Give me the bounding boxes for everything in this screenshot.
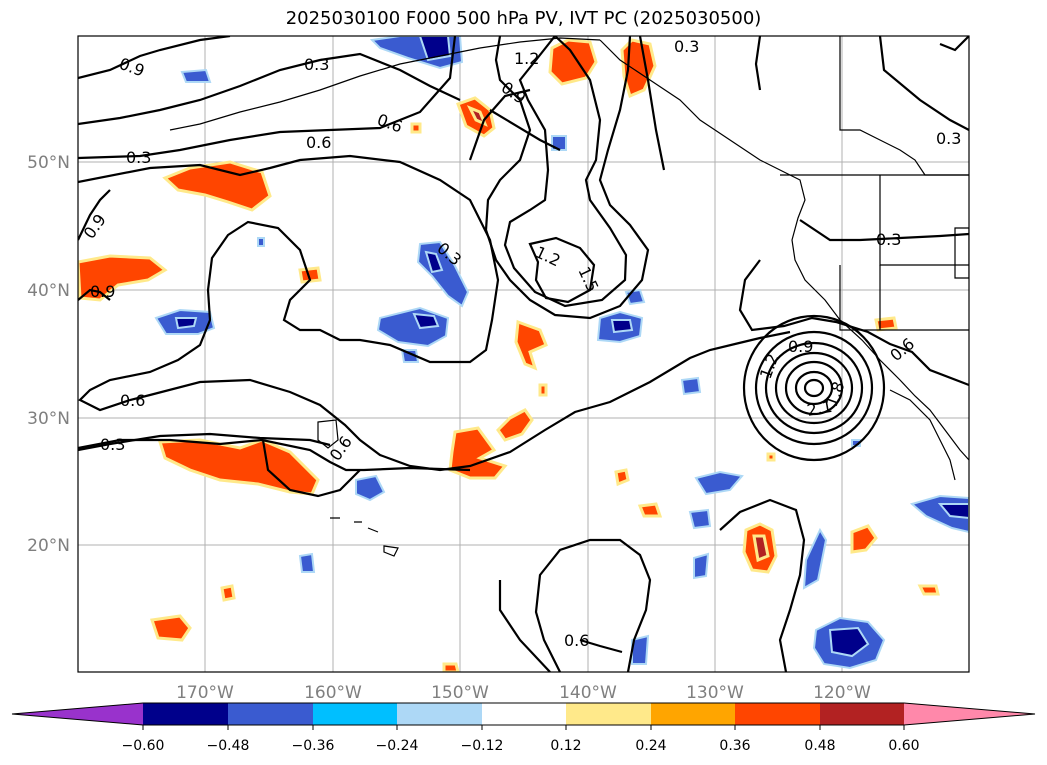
negative-pv-anomalies: [154, 36, 969, 670]
lon-label: 130°W: [686, 683, 744, 703]
colorbar-segment: [397, 703, 482, 725]
colorbar-segment: [566, 703, 651, 725]
colorbar-segment: [228, 703, 313, 725]
colorbar-segment: [820, 703, 904, 725]
colorbar-tick-label: 0.60: [888, 738, 919, 754]
colorbar-segment: [313, 703, 397, 725]
contour-label: 0.6: [120, 391, 145, 410]
contour-label: 0.9: [90, 282, 115, 301]
colorbar-tick-label: −0.24: [376, 738, 419, 754]
colorbar-tick-label: 0.48: [804, 738, 835, 754]
colorbar-tick-label: 0.36: [719, 738, 750, 754]
contour-label: 0.3: [936, 129, 961, 148]
lon-label: 170°W: [176, 683, 234, 703]
lat-label: 50°N: [27, 153, 70, 173]
colorbar-extend-max: [904, 703, 1035, 725]
lon-label: 150°W: [431, 683, 489, 703]
lat-label: 30°N: [27, 409, 70, 429]
lon-label: 160°W: [304, 683, 362, 703]
colorbar-tick-label: −0.60: [122, 738, 165, 754]
colorbar: −0.60 −0.48 −0.36 −0.24 −0.12 0.12 0.24 …: [11, 702, 1036, 754]
contour-label: 0.9: [788, 337, 813, 356]
contour-label: 1.2: [514, 49, 539, 68]
latitude-labels: 50°N 40°N 30°N 20°N: [27, 153, 70, 556]
contour-label: 0.6: [306, 133, 331, 152]
colorbar-segment: [651, 703, 735, 725]
contour-label: 2.1: [805, 397, 833, 420]
contour-label: 0.3: [100, 435, 125, 454]
colorbar-tick-label: 0.12: [550, 738, 581, 754]
plot-frame: [77, 35, 970, 673]
contour-label: 0.3: [674, 37, 699, 56]
lat-label: 40°N: [27, 281, 70, 301]
lon-label: 120°W: [813, 683, 871, 703]
map-title: 2025030100 F000 500 hPa PV, IVT PC (2025…: [285, 8, 762, 29]
longitude-labels: 170°W 160°W 150°W 140°W 130°W 120°W: [176, 683, 871, 703]
colorbar-tick-label: −0.48: [207, 738, 250, 754]
contour-label: 0.3: [304, 55, 329, 74]
colorbar-extend-min: [12, 703, 143, 725]
colorbar-tick-label: 0.24: [635, 738, 666, 754]
lat-label: 20°N: [27, 536, 70, 556]
colorbar-segment: [735, 703, 820, 725]
colorbar-segment: [143, 703, 228, 725]
contour-label: 0.3: [126, 148, 151, 167]
contour-label: 0.3: [876, 230, 901, 249]
ivt-contours: [78, 36, 969, 672]
colorbar-segment: [482, 703, 566, 725]
lon-label: 140°W: [559, 683, 617, 703]
colorbar-tick-label: −0.36: [292, 738, 335, 754]
colorbar-tick-label: −0.12: [461, 738, 504, 754]
contour-label: 0.6: [564, 631, 589, 650]
coastlines: [169, 36, 969, 557]
